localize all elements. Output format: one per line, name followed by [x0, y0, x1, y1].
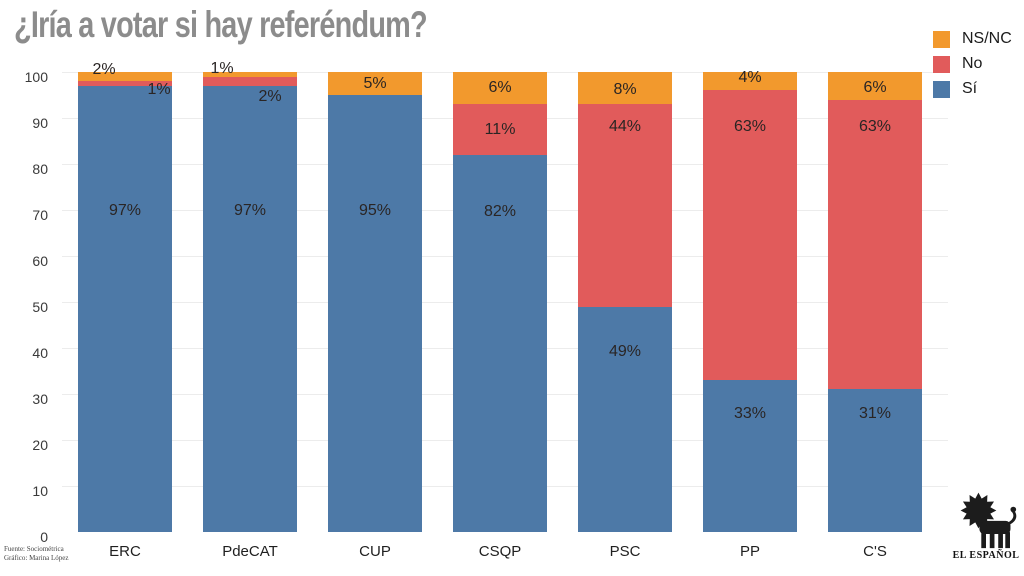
legend-label: NS/NC [962, 30, 1012, 47]
legend-item-no: No [933, 55, 1012, 73]
bar-segment-no-PP [703, 90, 797, 381]
bar-segment-si-CUP [328, 95, 422, 532]
value-label-si-CSQP: 82% [483, 203, 517, 220]
bar-segment-no-C'S [828, 99, 922, 390]
value-label-si-PSC: 49% [608, 343, 642, 360]
value-label-nsnc-ERC: 2% [92, 61, 116, 78]
y-axis-tick-label: 0 [40, 529, 48, 545]
value-label-nsnc-PdeCAT: 1% [210, 60, 234, 77]
value-label-si-PdeCAT: 97% [233, 202, 267, 219]
legend-swatch-icon [933, 30, 950, 48]
value-label-nsnc-PP: 4% [738, 69, 762, 86]
bar-segment-nsnc-PdeCAT [203, 72, 297, 77]
bar-segment-si-ERC [78, 85, 172, 532]
legend-swatch-icon [933, 80, 950, 98]
value-label-si-PP: 33% [733, 405, 767, 422]
y-axis-tick-label: 100 [24, 69, 48, 85]
legend-label: Sí [962, 80, 978, 97]
y-axis-tick-label: 60 [32, 253, 48, 269]
value-label-nsnc-C'S: 6% [863, 79, 887, 96]
credit-line: Gráfico: Marina López [4, 554, 69, 562]
y-axis-tick-label: 30 [32, 391, 48, 407]
bar-segment-nsnc-CUP [328, 72, 422, 95]
legend-item-sí: Sí [933, 80, 1012, 98]
bar-segment-nsnc-C'S [828, 72, 922, 100]
y-axis-tick-label: 90 [32, 115, 48, 131]
bar-segment-no-PSC [578, 104, 672, 307]
x-axis-label-PP: PP [739, 543, 761, 560]
x-axis-label-PdeCAT: PdeCAT [222, 543, 278, 560]
value-label-si-ERC: 97% [108, 202, 142, 219]
el-espanol-logo: EL ESPAÑOL [950, 486, 1022, 561]
y-axis-tick-label: 50 [32, 299, 48, 315]
legend-label: No [962, 55, 983, 72]
el-espanol-wordmark: EL ESPAÑOL [952, 550, 1020, 561]
el-espanol-lion-icon [960, 492, 1017, 549]
bar-segment-no-CSQP [453, 104, 547, 155]
x-axis-label-ERC: ERC [109, 543, 141, 560]
chart-title: ¿Iría a votar si hay referéndum? [14, 4, 428, 45]
bar-segment-si-PP [703, 380, 797, 532]
y-axis-tick-label: 20 [32, 437, 48, 453]
bar-segment-nsnc-PP [703, 72, 797, 91]
bar-segment-si-C'S [828, 389, 922, 532]
x-axis-label-PSC: PSC [609, 543, 641, 560]
bar-segment-nsnc-ERC [78, 72, 172, 82]
value-label-no-CSQP: 11% [484, 121, 516, 138]
value-label-no-ERC: 1% [147, 81, 171, 98]
bar-segment-si-PSC [578, 306, 672, 532]
bar-segment-nsnc-PSC [578, 72, 672, 105]
x-axis-label-CSQP: CSQP [478, 543, 522, 560]
source-credits: Fuente: Sociométrica Gráfico: Marina Lóp… [4, 545, 69, 563]
value-label-no-PdeCAT: 2% [258, 88, 282, 105]
value-label-no-C'S: 63% [858, 118, 892, 135]
bar-segment-si-CSQP [453, 154, 547, 532]
y-axis-tick-label: 80 [32, 161, 48, 177]
x-axis-label-C'S: C'S [863, 543, 887, 560]
y-axis-tick-label: 70 [32, 207, 48, 223]
legend-swatch-icon [933, 55, 950, 73]
value-label-nsnc-CSQP: 6% [488, 79, 512, 96]
value-label-nsnc-CUP: 5% [363, 75, 387, 92]
value-label-nsnc-PSC: 8% [613, 81, 637, 98]
y-axis-tick-label: 10 [32, 483, 48, 499]
bar-segment-si-PdeCAT [203, 85, 297, 532]
y-axis-tick-label: 40 [32, 345, 48, 361]
value-label-si-CUP: 95% [358, 202, 392, 219]
bar-segment-nsnc-CSQP [453, 72, 547, 105]
value-label-no-PP: 63% [733, 118, 767, 135]
value-label-no-PSC: 44% [608, 118, 642, 135]
value-label-si-C'S: 31% [858, 405, 892, 422]
x-axis-label-CUP: CUP [359, 543, 391, 560]
legend: NS/NC No Sí [933, 30, 1012, 105]
bar-segment-no-PdeCAT [203, 76, 297, 86]
bar-segment-no-ERC [78, 81, 172, 86]
legend-item-nsnc: NS/NC [933, 30, 1012, 48]
source-line: Fuente: Sociométrica [4, 545, 64, 553]
